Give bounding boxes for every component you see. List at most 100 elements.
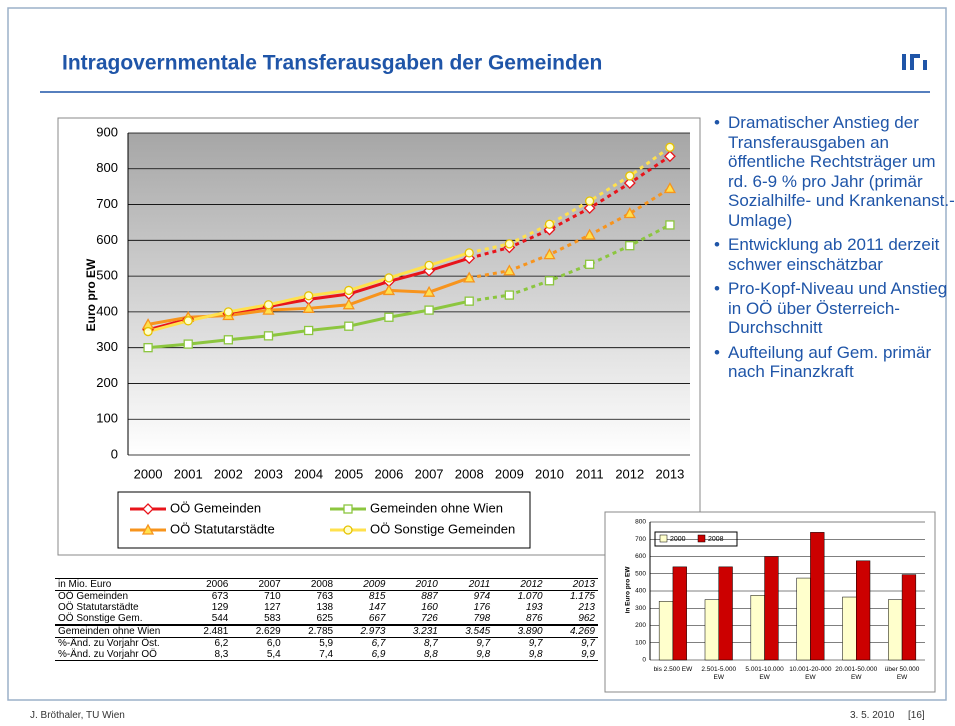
- table-cell: 583: [264, 613, 281, 624]
- marker: [263, 331, 274, 341]
- bar: [704, 599, 719, 661]
- y-tick-label: 900: [96, 124, 118, 139]
- table-cell: 129: [211, 602, 229, 613]
- marker: [504, 239, 515, 249]
- x-tick-label: 2013: [655, 466, 684, 481]
- marker: [344, 285, 354, 296]
- x-tick-label: 2004: [294, 466, 323, 481]
- marker: [303, 291, 314, 301]
- table-row: OÖ Gemeinden 673 710 763 815 887 974 1.070 1.175: [55, 590, 598, 602]
- marker: [665, 220, 675, 230]
- y-tick-label: 300: [635, 605, 646, 612]
- y-tick-label: 500: [96, 268, 118, 283]
- table-cell: 726: [421, 613, 438, 624]
- x-tick-label: 2009: [495, 466, 524, 481]
- bar: [796, 577, 811, 661]
- bullet-list: Dramatischer Anstieg der Transferausgabe…: [712, 113, 955, 387]
- bar: [718, 566, 733, 661]
- table-cell: 176: [473, 602, 491, 613]
- marker: [664, 150, 676, 163]
- table-cell: 974: [440, 590, 494, 602]
- y-tick-label: 800: [96, 160, 118, 175]
- table-row: OÖ Statutarstädte 129 127 138 147 160 176 193 21…: [55, 602, 598, 613]
- table-cell: 138: [316, 602, 334, 613]
- table-cell: 887: [388, 590, 441, 602]
- bar: [888, 599, 903, 661]
- marker: [344, 321, 354, 331]
- y-tick-label: 700: [96, 196, 118, 211]
- marker: [503, 264, 516, 276]
- series-line: [468, 187, 671, 280]
- table-cell: 6,2: [179, 637, 232, 649]
- table-cell: 213: [578, 602, 595, 613]
- y-tick-label: 600: [635, 553, 646, 560]
- table-cell: 3.231: [388, 624, 441, 638]
- marker: [543, 248, 556, 260]
- legend-label: OÖ Sonstige Gemeinden: [370, 521, 515, 536]
- y-tick-label: 100: [96, 411, 118, 426]
- table-cell: 2.481: [179, 624, 232, 638]
- marker: [424, 260, 434, 271]
- footer-author: J. Bröthaler, TU Wien: [30, 710, 125, 721]
- y-tick-label: 200: [96, 375, 118, 390]
- marker: [143, 326, 153, 337]
- marker: [623, 207, 636, 219]
- marker: [583, 202, 596, 215]
- table-cell: 815: [336, 590, 389, 602]
- table-cell: 5,4: [231, 649, 284, 661]
- logo: [902, 54, 927, 70]
- x-tick-label: 20.001-50.000 EW: [835, 666, 878, 681]
- x-tick-label: 2012: [615, 466, 644, 481]
- legend-label: OÖ Statutarstädte: [170, 521, 275, 536]
- marker: [302, 301, 315, 313]
- bullet: Entwicklung ab 2011 derzeit schwer einsc…: [712, 235, 955, 274]
- slide-title: Intragovernmentale Transferausgaben der …: [62, 52, 602, 75]
- x-tick-label: über 50.000 EW: [884, 666, 920, 681]
- marker: [665, 142, 675, 152]
- y-tick-label: 200: [635, 622, 646, 629]
- bar: [750, 595, 765, 661]
- table-cell: 625: [316, 613, 334, 624]
- legend: [117, 491, 531, 549]
- table-cell: 9,9: [545, 649, 598, 661]
- marker: [463, 271, 476, 283]
- table-cell: 962: [578, 613, 595, 624]
- bar-y-axis-label: in Euro pro EW: [625, 566, 632, 614]
- legend-swatch: [697, 534, 706, 543]
- y-tick-label: 300: [96, 339, 118, 354]
- table-cell: 544: [211, 613, 229, 624]
- table-cell: 2013: [545, 578, 598, 591]
- marker: [183, 339, 193, 349]
- table-cell: 9,7: [493, 637, 546, 649]
- x-tick-label: 2003: [254, 466, 283, 481]
- bar: [901, 574, 917, 661]
- table-row: %-Änd. zu Vorjahr OÖ 8,3 5,4 7,4 6,9 8,8 9,8 9,…: [55, 649, 598, 661]
- table-cell: 5,9: [283, 637, 337, 649]
- marker: [303, 325, 314, 336]
- series-line: [468, 146, 671, 255]
- x-tick-label: 2007: [415, 466, 444, 481]
- table-cell: %-Änd. zu Vorjahr Öst.: [55, 637, 179, 649]
- footer-date: 3. 5. 2010: [850, 710, 895, 721]
- table-cell: 2006: [179, 578, 232, 591]
- table-cell: 2009: [336, 578, 389, 591]
- x-tick-label: 5.001-10.000 EW: [745, 666, 784, 681]
- table-cell: 3.545: [440, 624, 494, 638]
- x-tick-label: 10.001-20-000 EW: [789, 666, 832, 681]
- y-tick-label: 400: [96, 303, 118, 318]
- table-cell: 8,3: [179, 649, 232, 661]
- data-table: in Mio. Euro 2006 2007 2008 2009 2010 2011 2012…: [55, 578, 598, 661]
- table-row: Gemeinden ohne Wien 2.481 2.629 2.785 2.973 3…: [55, 624, 598, 638]
- marker: [343, 504, 353, 514]
- marker: [342, 298, 355, 310]
- table-cell: 876: [525, 613, 543, 624]
- x-tick-label: 2001: [174, 466, 203, 481]
- marker: [583, 228, 596, 240]
- marker: [623, 177, 636, 190]
- table-cell: 2010: [388, 578, 441, 591]
- table-cell: 2.973: [336, 624, 389, 638]
- y-tick-label: 0: [111, 446, 118, 461]
- marker: [343, 525, 353, 535]
